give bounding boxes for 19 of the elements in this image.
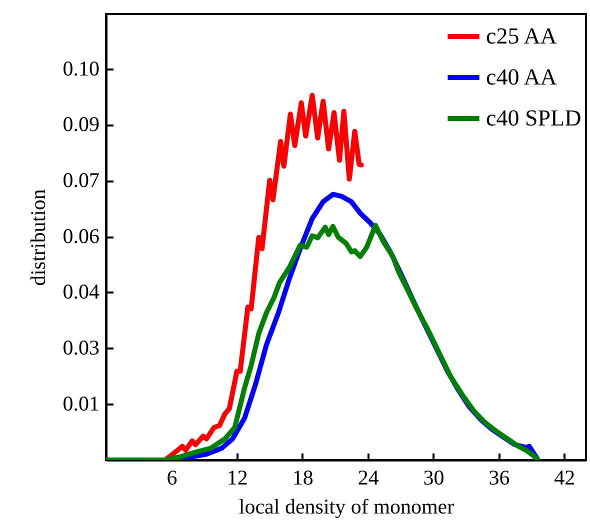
y-tick-label: 0.10 <box>62 56 100 80</box>
y-tick-label: 0.04 <box>62 280 100 304</box>
legend-label: c40 SPLD <box>486 106 582 130</box>
x-tick-label: 12 <box>226 466 248 490</box>
x-tick-label: 36 <box>488 466 510 490</box>
y-tick-label: 0.03 <box>62 336 100 360</box>
legend-label: c40 AA <box>486 64 558 90</box>
x-tick-label: 42 <box>554 466 576 490</box>
x-tick-label: 18 <box>292 466 314 490</box>
y-tick-label: 0.09 <box>62 112 100 136</box>
y-tick-label: 0.06 <box>62 224 100 248</box>
y-tick-label: 0.01 <box>62 392 100 416</box>
x-tick-label: 6 <box>166 466 178 490</box>
x-axis-title: local density of monomer <box>238 494 454 518</box>
x-tick-label: 24 <box>358 466 380 490</box>
legend-label: c25 AA <box>486 24 558 48</box>
x-tick-label: 30 <box>423 466 444 490</box>
y-tick-label: 0.07 <box>62 168 100 192</box>
y-axis-title: distribution <box>26 188 50 286</box>
